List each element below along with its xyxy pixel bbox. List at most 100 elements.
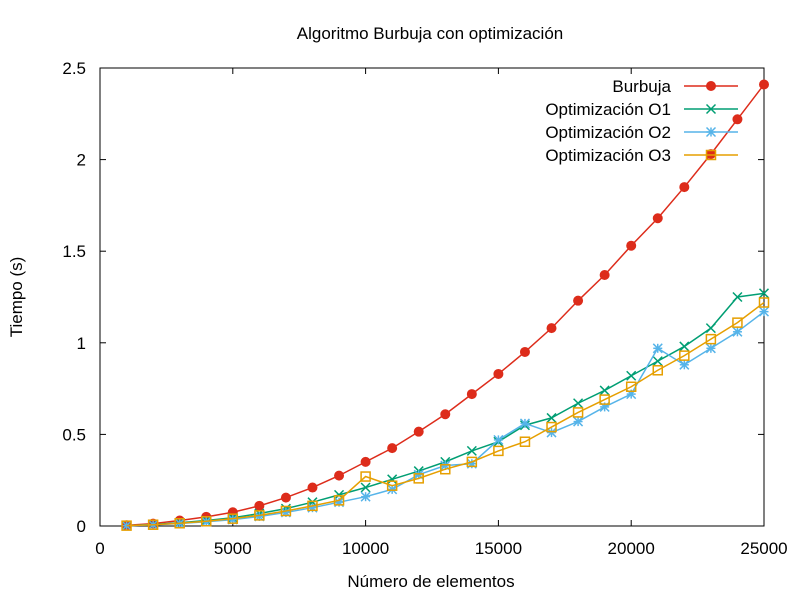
data-point bbox=[280, 492, 291, 503]
data-point-shape bbox=[466, 456, 478, 468]
data-point-shape bbox=[121, 520, 132, 531]
data-point-stroke bbox=[652, 356, 663, 367]
data-point bbox=[546, 421, 557, 433]
data-point-stroke bbox=[360, 482, 371, 493]
data-point-shape bbox=[360, 471, 371, 482]
data-point bbox=[387, 443, 398, 454]
data-point bbox=[599, 270, 610, 281]
plot-area: 0 5000 10000 15000 20000 25000 0 0.5 1 1.5 2 2.5 Bur… bbox=[62, 59, 787, 558]
data-point-shape bbox=[599, 394, 610, 405]
y-tick-label: 2 bbox=[77, 151, 86, 170]
data-point-stroke bbox=[387, 474, 398, 485]
data-point bbox=[626, 240, 637, 251]
data-point bbox=[626, 370, 637, 381]
series-0 bbox=[121, 79, 769, 531]
data-point-shape bbox=[440, 409, 451, 420]
data-point-stroke bbox=[626, 370, 637, 381]
series-2 bbox=[121, 306, 770, 531]
data-point bbox=[254, 500, 265, 511]
y-tick-label: 0.5 bbox=[62, 425, 86, 444]
data-point-shape bbox=[546, 323, 557, 334]
series-3 bbox=[121, 297, 770, 531]
data-point bbox=[466, 389, 477, 400]
legend: Burbuja Optimización O1 Optimización O2 Opt… bbox=[545, 77, 738, 165]
legend-label: Optimización O1 bbox=[545, 100, 671, 119]
data-point bbox=[440, 409, 451, 420]
data-point bbox=[652, 365, 664, 376]
data-point-shape bbox=[174, 518, 185, 529]
data-point-shape bbox=[705, 333, 717, 345]
data-point-shape bbox=[254, 500, 265, 511]
data-point bbox=[705, 333, 717, 345]
data-point-shape bbox=[413, 426, 424, 437]
legend-label: Burbuja bbox=[612, 77, 671, 96]
x-tick-label: 25000 bbox=[740, 539, 787, 558]
data-point bbox=[493, 445, 504, 457]
data-point bbox=[599, 385, 610, 396]
data-point bbox=[413, 473, 424, 484]
x-tick-label: 15000 bbox=[475, 539, 522, 558]
data-point bbox=[732, 326, 743, 337]
data-point-stroke bbox=[758, 288, 770, 299]
data-point bbox=[732, 317, 743, 328]
x-axis-label: Número de elementos bbox=[347, 572, 514, 591]
data-point-stroke bbox=[546, 412, 557, 423]
data-point-shape bbox=[625, 381, 637, 393]
data-point bbox=[121, 520, 132, 531]
data-point bbox=[413, 426, 424, 437]
data-point bbox=[334, 470, 345, 481]
data-point-shape bbox=[307, 482, 318, 493]
data-point bbox=[573, 398, 584, 409]
data-point bbox=[705, 323, 716, 334]
data-point bbox=[732, 114, 743, 125]
legend-label: Optimización O2 bbox=[545, 123, 671, 142]
data-point bbox=[493, 368, 504, 379]
data-point-shape bbox=[360, 456, 371, 467]
data-point bbox=[758, 306, 770, 317]
data-point-shape bbox=[147, 519, 159, 530]
data-point-shape bbox=[573, 295, 584, 306]
data-point-stroke bbox=[466, 445, 477, 456]
data-point bbox=[652, 356, 663, 367]
data-point-shape bbox=[546, 421, 557, 433]
data-point bbox=[679, 350, 690, 361]
data-point bbox=[652, 213, 663, 224]
y-axis-label: Tiempo (s) bbox=[7, 257, 26, 338]
data-point bbox=[759, 79, 769, 90]
chart-title: Algoritmo Burbuja con optimización bbox=[297, 24, 563, 43]
data-point-shape bbox=[572, 407, 584, 418]
data-point-stroke bbox=[679, 341, 690, 352]
data-point bbox=[280, 505, 292, 517]
data-point-shape bbox=[334, 470, 345, 481]
data-point bbox=[466, 456, 478, 468]
data-point bbox=[386, 480, 398, 491]
legend-marker bbox=[706, 81, 716, 91]
data-point bbox=[705, 343, 716, 354]
plot-border bbox=[99, 67, 765, 527]
data-point-shape bbox=[626, 240, 637, 251]
data-point bbox=[307, 500, 318, 512]
x-tick-label: 10000 bbox=[342, 539, 389, 558]
data-point-shape bbox=[200, 515, 212, 527]
data-point-shape bbox=[732, 317, 743, 328]
data-point bbox=[679, 341, 690, 352]
data-point bbox=[679, 182, 690, 193]
data-point bbox=[200, 515, 212, 527]
data-point-shape bbox=[413, 473, 424, 484]
data-point-shape bbox=[387, 443, 398, 454]
legend-marker bbox=[705, 149, 717, 161]
x-tick-label: 20000 bbox=[608, 539, 655, 558]
data-point-shape bbox=[466, 389, 477, 400]
data-point bbox=[679, 359, 690, 370]
data-point-stroke bbox=[732, 291, 743, 303]
data-point-stroke bbox=[599, 385, 610, 396]
data-point bbox=[599, 394, 610, 405]
x-tick-label: 0 bbox=[95, 539, 104, 558]
data-point-shape bbox=[519, 436, 531, 447]
data-point bbox=[519, 346, 530, 357]
y-tick-label: 0 bbox=[77, 517, 86, 536]
data-point-stroke bbox=[573, 398, 584, 409]
data-point bbox=[546, 323, 557, 334]
legend-marker bbox=[705, 126, 717, 138]
